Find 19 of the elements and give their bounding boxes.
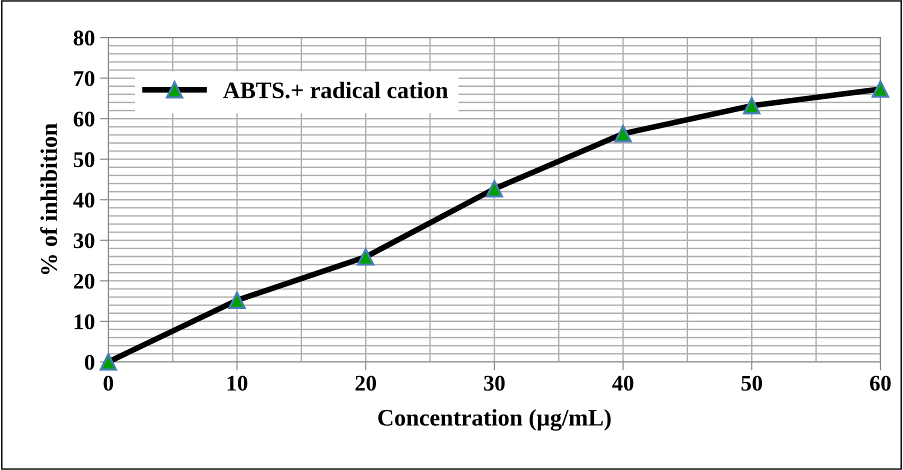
x-tick-label: 0 <box>104 376 114 391</box>
y-tick-label: 60 <box>74 112 94 127</box>
x-tick-label: 30 <box>484 376 505 391</box>
legend-label: ABTS.+ radical cation <box>223 82 448 98</box>
y-tick-label: 40 <box>73 192 94 208</box>
y-tick-label: 50 <box>74 152 94 168</box>
y-tick-label: 30 <box>74 233 94 248</box>
x-tick-label: 10 <box>228 376 248 391</box>
x-tick-label: 20 <box>356 376 376 391</box>
x-tick-label: 40 <box>612 376 634 391</box>
y-tick-label: 20 <box>74 274 94 289</box>
x-tick-label: 50 <box>742 376 762 391</box>
x-axis-title: Concentration (µg/mL) <box>378 409 611 431</box>
y-axis-title: % of inhibition <box>40 123 58 274</box>
y-tick-label: 10 <box>74 314 94 330</box>
y-tick-label: 80 <box>74 30 94 46</box>
y-tick-label: 0 <box>84 354 94 370</box>
x-tick-label: 60 <box>870 376 891 391</box>
y-tick-label: 70 <box>74 71 94 86</box>
